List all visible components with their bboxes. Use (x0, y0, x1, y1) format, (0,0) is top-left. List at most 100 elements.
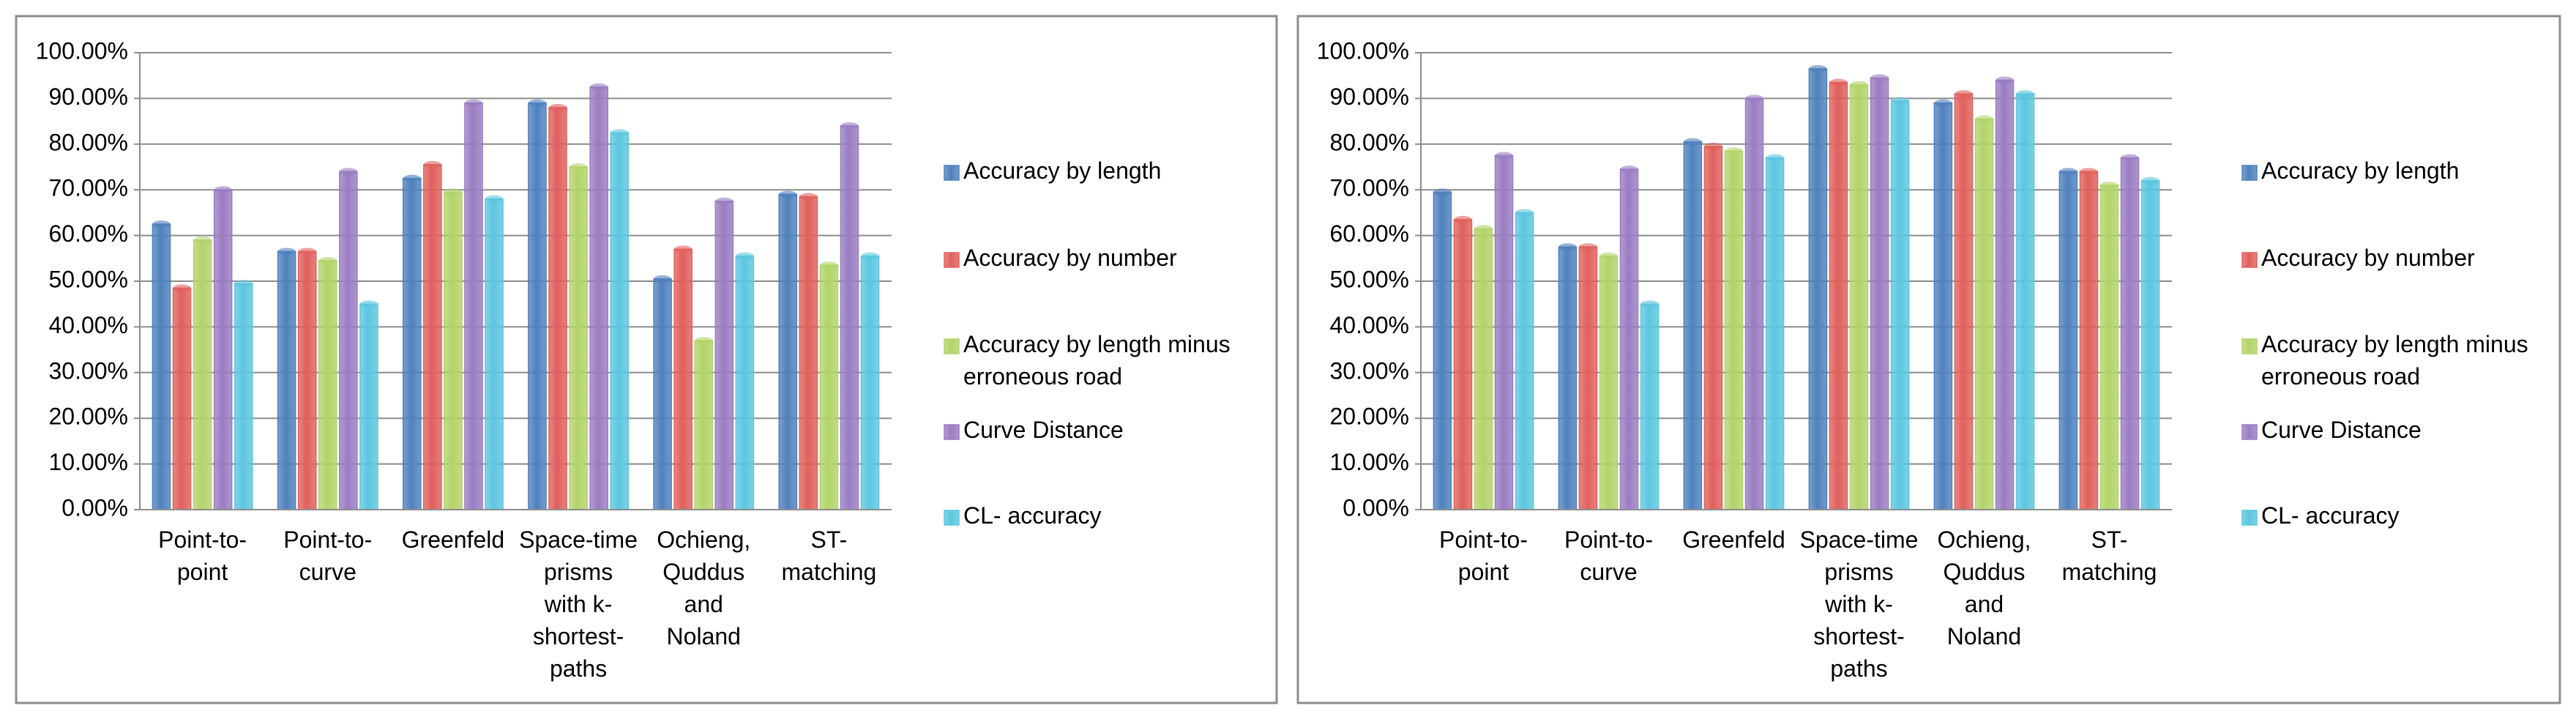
bar-top (1474, 225, 1493, 233)
x-tick-label: Ochieng, Quddus and Noland (657, 526, 750, 650)
bar-top (1975, 115, 1993, 123)
legend-label: Accuracy by length (2261, 157, 2459, 184)
bar (1829, 81, 1848, 510)
bar-top (1558, 243, 1577, 251)
y-tick-label: 0.00% (61, 494, 128, 521)
bar (1954, 93, 1974, 510)
bar (485, 198, 504, 510)
bar-top (339, 168, 357, 176)
bar-top (1955, 90, 1973, 98)
bar (1974, 118, 1994, 510)
bar (589, 86, 608, 510)
bar (528, 102, 547, 510)
x-tick-label: Greenfeld (1682, 526, 1785, 553)
y-tick-label: 40.00% (1329, 312, 1409, 338)
y-tick-label: 90.00% (1329, 83, 1409, 110)
legend-label: Accuracy by length minus erroneous road (963, 331, 1231, 390)
bar (193, 239, 212, 510)
x-tick-label: Point-to-curve (283, 526, 372, 585)
bar (840, 125, 859, 510)
bar-top (464, 99, 483, 107)
y-tick-label: 80.00% (48, 129, 128, 155)
bar (359, 303, 378, 510)
bar-top (1704, 142, 1722, 150)
legend-swatch (944, 252, 960, 268)
bar-top (1684, 138, 1702, 146)
bar-top (1766, 154, 1784, 162)
legend-label: Accuracy by number (2261, 245, 2475, 271)
bar-top (1599, 252, 1618, 260)
bar-top (1829, 78, 1848, 86)
bar-top (1579, 243, 1597, 251)
legend-label: CL- accuracy (2261, 502, 2400, 529)
x-tick-label: Space-time prisms with k-shortest-paths (1800, 526, 1919, 682)
bar-top (779, 190, 797, 198)
bar-top (485, 195, 504, 203)
bar (1933, 102, 1953, 510)
y-tick-label: 20.00% (48, 403, 128, 430)
bar-top (799, 193, 818, 201)
legend-swatch (944, 165, 960, 181)
bar-top (318, 256, 337, 264)
bar (1433, 191, 1452, 510)
bar (297, 250, 317, 510)
legend-swatch (2241, 165, 2258, 181)
bar-top (298, 248, 316, 256)
bar-top (611, 129, 629, 137)
bar (1765, 157, 1785, 510)
bar (778, 193, 798, 510)
bar (2058, 171, 2078, 510)
bar (1453, 219, 1473, 510)
bar (1599, 255, 1619, 510)
bar-top (193, 236, 212, 244)
bar-top (695, 337, 713, 345)
bar-top (1454, 215, 1472, 223)
bar (2140, 179, 2160, 510)
bar (1890, 100, 1910, 510)
legend-swatch (2241, 338, 2258, 354)
bar-top (715, 197, 733, 205)
y-tick-label: 90.00% (48, 83, 128, 110)
bar-top (277, 248, 296, 256)
bar (2120, 157, 2140, 510)
y-tick-label: 70.00% (48, 175, 128, 201)
bar-top (654, 275, 672, 283)
y-tick-label: 60.00% (48, 220, 128, 247)
bar-top (1850, 81, 1868, 89)
legend-label: Curve Distance (963, 417, 1124, 443)
bar (318, 260, 337, 510)
y-tick-label: 0.00% (1343, 494, 1409, 521)
legend-swatch (2241, 510, 2258, 526)
bar-top (570, 163, 588, 171)
y-tick-label: 50.00% (48, 266, 128, 292)
bar (1578, 246, 1598, 510)
bar (799, 196, 818, 510)
y-tick-label: 10.00% (1329, 449, 1409, 475)
bar (1849, 83, 1869, 510)
legend-label: Accuracy by length (963, 157, 1161, 184)
y-tick-label: 80.00% (1329, 129, 1409, 155)
bar (1808, 68, 1828, 510)
bar-top (2100, 181, 2118, 189)
x-tick-label: Point-to-point (1439, 526, 1528, 585)
legend-swatch (2241, 252, 2258, 268)
bar-top (1996, 76, 2014, 84)
bar-top (820, 261, 838, 269)
bar (152, 223, 171, 510)
bar (1640, 303, 1660, 510)
bar (673, 248, 692, 510)
bar (234, 283, 253, 510)
bar (1703, 146, 1723, 510)
bar-top (2080, 168, 2098, 176)
bar-top (1870, 74, 1889, 82)
bar (1474, 228, 1493, 510)
bar-top (214, 186, 232, 194)
bar-top (2016, 90, 2034, 98)
y-tick-label: 100.00% (36, 37, 128, 64)
bar (819, 264, 839, 510)
bar (2015, 93, 2035, 510)
bar-top (423, 160, 441, 168)
x-tick-label: Point-to-curve (1564, 526, 1653, 585)
y-tick-label: 50.00% (1329, 266, 1409, 292)
bar (1724, 150, 1744, 510)
